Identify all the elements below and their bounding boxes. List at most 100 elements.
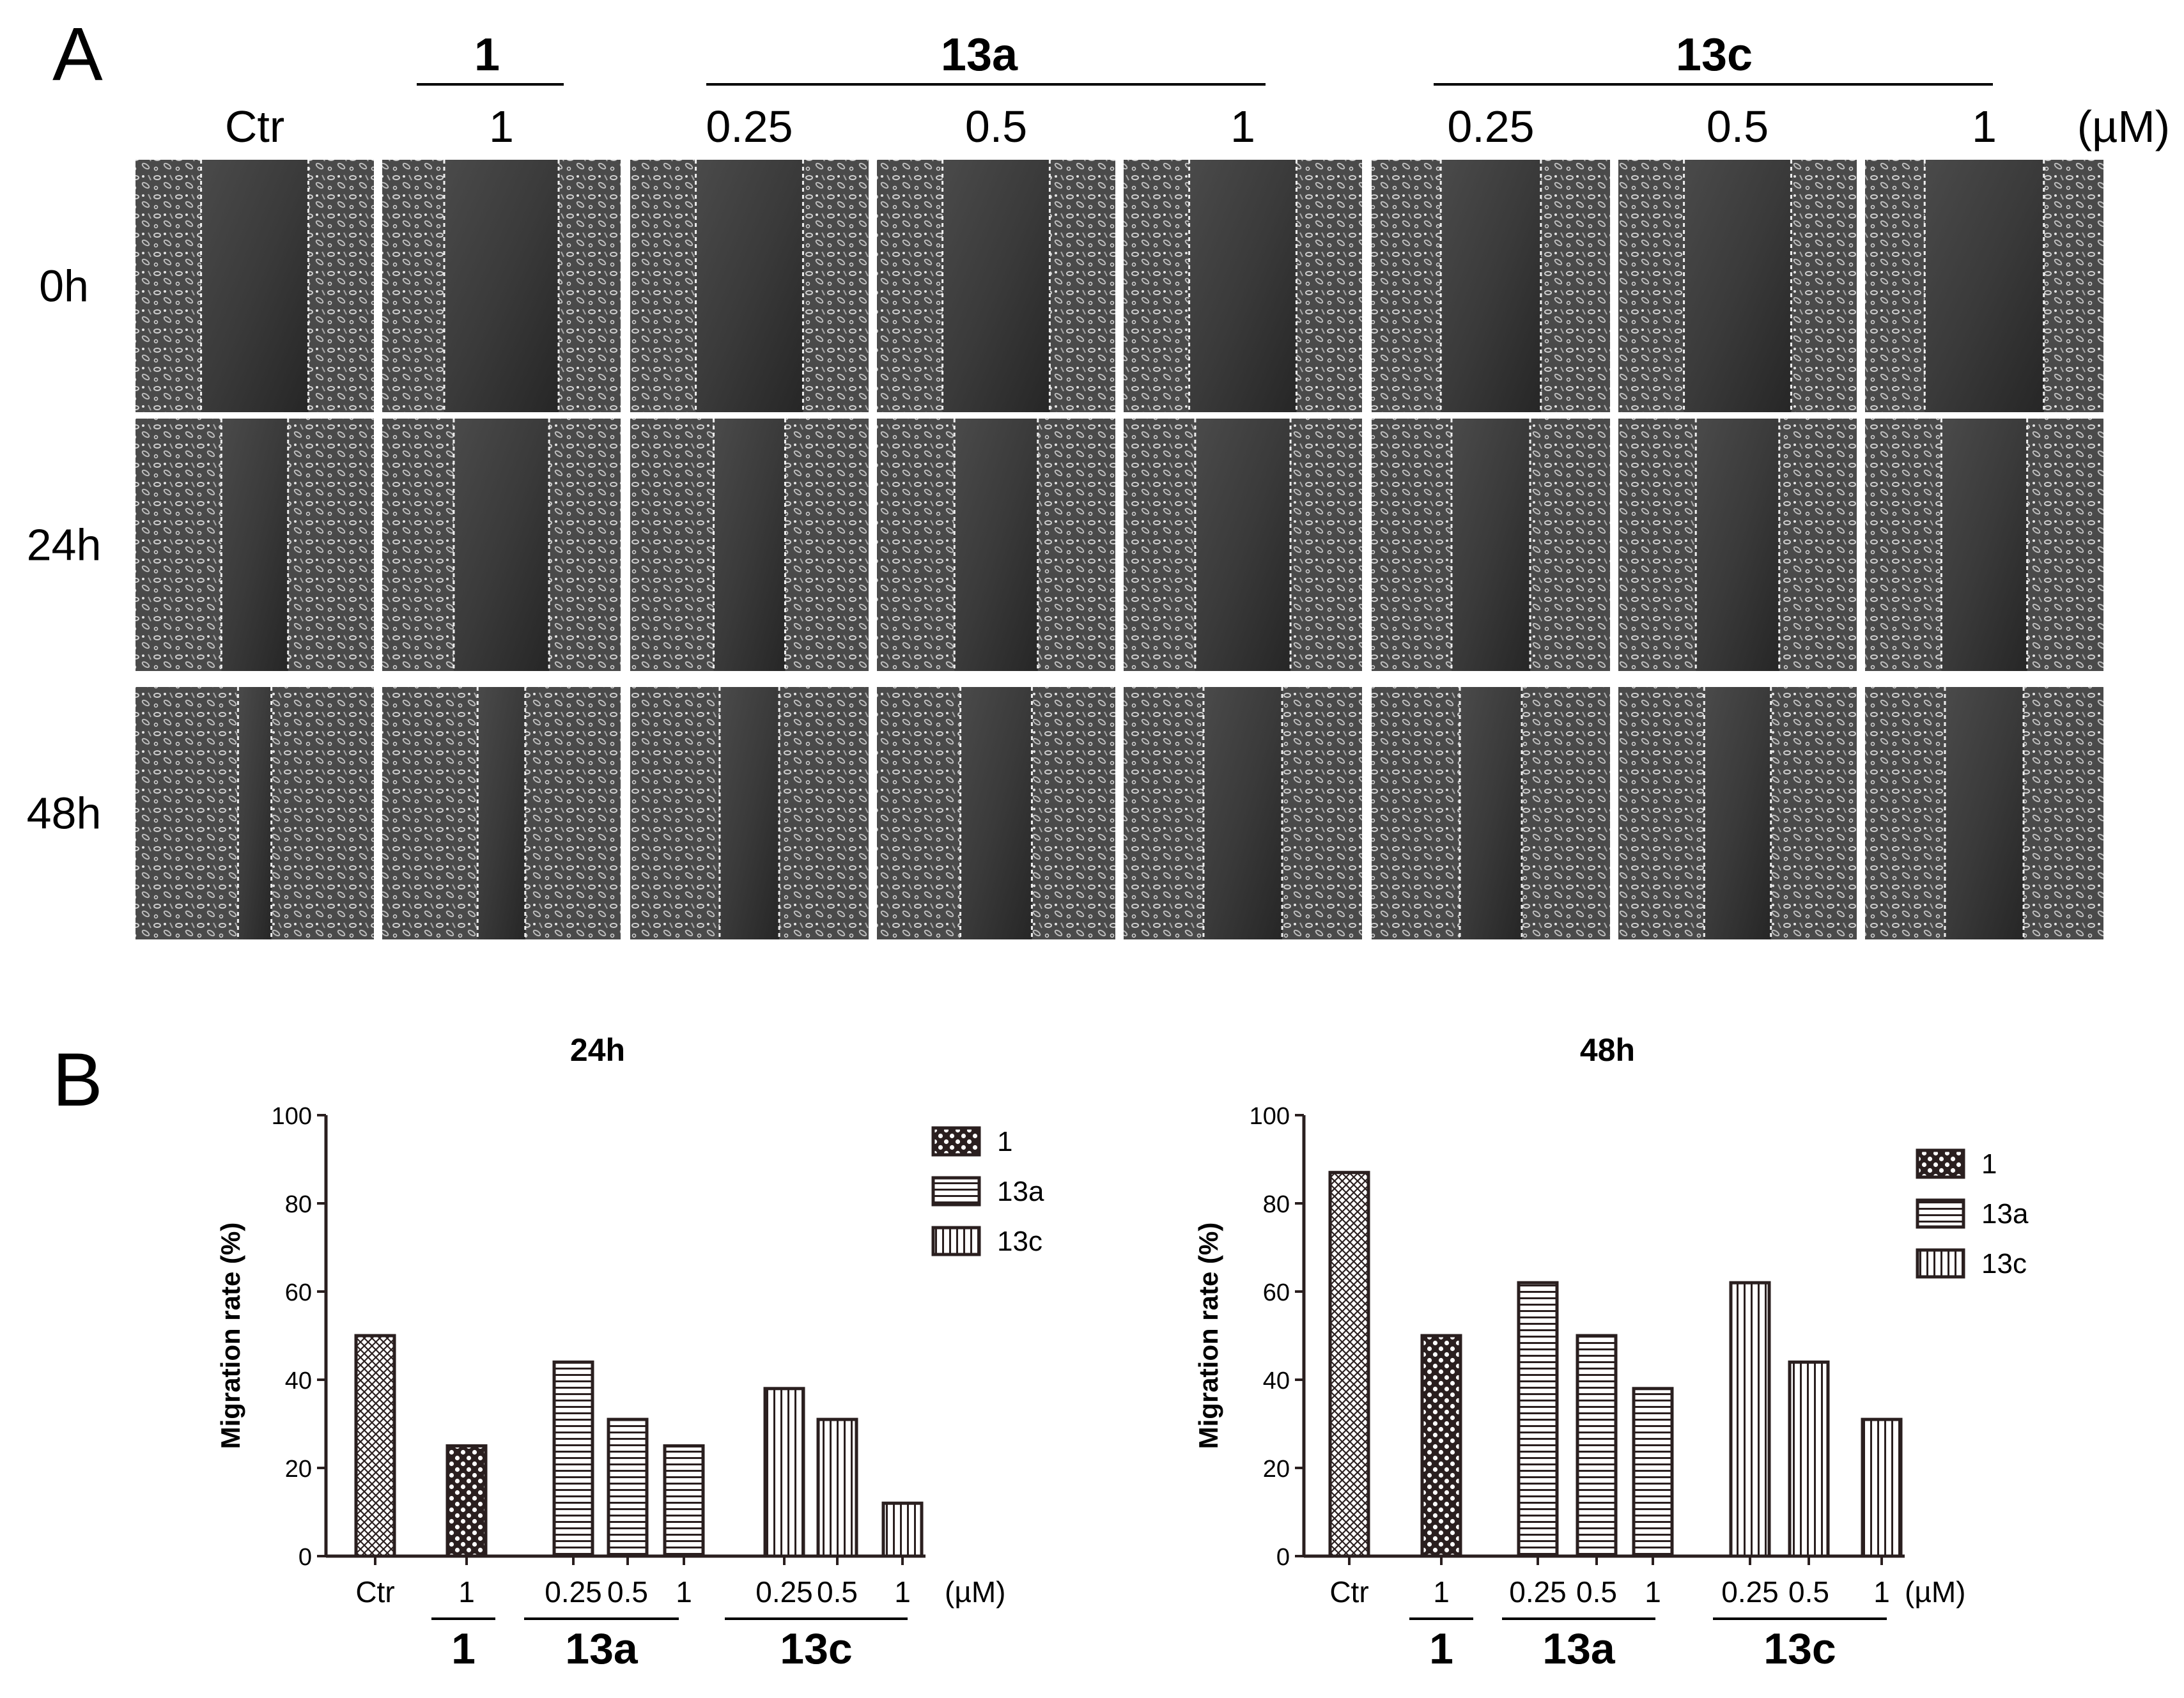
chart-48h: 48h 0 20 40 60 80 100 Migration rate (%) Ctr 1 0.2…: [1193, 1032, 2029, 1673]
y-tick-label: 100: [1250, 1103, 1290, 1130]
micrograph-tile: [877, 160, 1115, 412]
y-tick-label: 20: [285, 1456, 312, 1483]
micrograph-tile: [1865, 160, 2103, 412]
bar: [1420, 1334, 1462, 1558]
group-label: 13a: [1542, 1625, 1616, 1673]
wound-gap: [713, 419, 786, 671]
group-label-13a: 13a: [941, 29, 1018, 81]
chart-title: 24h: [570, 1032, 625, 1068]
bar: [663, 1444, 705, 1558]
group-label: 1: [451, 1625, 476, 1673]
x-unit-label: (µM): [945, 1575, 1005, 1609]
legend-swatch: [1916, 1148, 1965, 1179]
y-tick-label: 80: [285, 1191, 312, 1218]
micrograph-tile: [1372, 687, 1610, 939]
bar: [1576, 1334, 1618, 1558]
column-label: 0.5: [965, 102, 1027, 151]
micrograph-tile: [382, 687, 621, 939]
bar: [1517, 1281, 1559, 1558]
legend-swatch: [931, 1226, 981, 1256]
bar: [763, 1387, 805, 1558]
x-tick-label: 0.5: [1576, 1575, 1617, 1609]
micrograph-tile: [1124, 687, 1362, 939]
bar: [354, 1334, 396, 1558]
x-tick-label: 0.25: [545, 1575, 602, 1609]
legend-label: 13a: [997, 1176, 1044, 1207]
panel-b-letter: B: [52, 1038, 103, 1122]
legend-label: 13a: [1981, 1198, 2029, 1230]
column-label: 1: [1972, 102, 1997, 151]
bar: [1632, 1387, 1674, 1558]
column-label: 0.25: [706, 102, 793, 151]
legend-swatch: [931, 1126, 981, 1157]
wound-gap: [453, 419, 550, 671]
wound-gap: [942, 160, 1050, 412]
wound-gap: [444, 160, 559, 412]
panel-a-letter: A: [52, 12, 103, 96]
bar: [881, 1501, 924, 1558]
x-tick-label: Ctr: [1329, 1575, 1368, 1609]
x-tick-label: Ctr: [355, 1575, 394, 1609]
y-tick-label: 0: [1276, 1544, 1290, 1571]
x-tick-label: 0.5: [607, 1575, 648, 1609]
legend-swatch: [1916, 1198, 1965, 1229]
bar: [816, 1417, 858, 1558]
wound-gap: [238, 687, 272, 939]
micrograph-tile: [1372, 160, 1610, 412]
group-label: 13c: [1763, 1625, 1836, 1673]
x-tick-label: 0.5: [1788, 1575, 1829, 1609]
wound-gap: [1684, 160, 1792, 412]
wound-gap: [1460, 687, 1522, 939]
wound-gap: [695, 160, 803, 412]
legend-swatch: [931, 1176, 981, 1207]
micrograph-tile: [136, 687, 374, 939]
y-tick-label: 100: [272, 1103, 312, 1130]
unit-label: (µM): [2077, 102, 2170, 151]
y-tick-label: 40: [1263, 1368, 1290, 1394]
wound-gap: [960, 687, 1032, 939]
group-label-13c: 13c: [1676, 29, 1753, 81]
micrograph-tile: [1124, 160, 1362, 412]
micrograph-tile: [136, 419, 374, 671]
bar: [1861, 1417, 1903, 1558]
x-tick-label: 1: [1873, 1575, 1890, 1609]
group-label: 1: [1429, 1625, 1453, 1673]
micrograph-tile: [630, 419, 869, 671]
bar: [607, 1417, 649, 1558]
y-axis-label: Migration rate (%): [1193, 1223, 1223, 1449]
bar: [1729, 1281, 1771, 1558]
column-label: Ctr: [225, 102, 284, 151]
column-labels: Ctr 1 0.25 0.5 1 0.25 0.5 1: [225, 102, 1997, 151]
column-label: 1: [1230, 102, 1255, 151]
legend-label: 13c: [997, 1226, 1042, 1257]
x-tick-label: 1: [1433, 1575, 1450, 1609]
group-label: 13c: [780, 1625, 852, 1673]
micrograph-tile: [630, 160, 869, 412]
wound-gap: [1203, 687, 1283, 939]
micrograph-tile: [1372, 419, 1610, 671]
x-tick-label: 1: [1645, 1575, 1661, 1609]
bar: [1788, 1360, 1830, 1558]
wound-gap: [477, 687, 525, 939]
legend-label: 13c: [1981, 1248, 2027, 1279]
x-tick-label: 1: [458, 1575, 475, 1609]
x-tick-label: 1: [894, 1575, 911, 1609]
micrograph-tile: [1124, 419, 1362, 671]
wound-gap: [1704, 687, 1771, 939]
y-tick-label: 80: [1263, 1191, 1290, 1218]
column-label: 1: [489, 102, 514, 151]
group-header-13a: 13a: [706, 29, 1266, 86]
y-tick-label: 60: [285, 1279, 312, 1306]
micrograph-tile: [877, 419, 1115, 671]
legend-label: 1: [1981, 1148, 1997, 1180]
micrograph-tile: [1618, 419, 1857, 671]
micrograph-tile: [136, 160, 374, 412]
bar: [445, 1444, 488, 1558]
x-tick-label: 0.25: [755, 1575, 813, 1609]
y-tick-label: 20: [1263, 1456, 1290, 1483]
x-unit-label: (µM): [1905, 1575, 1965, 1609]
row-labels: 0h 24h 48h: [27, 261, 102, 838]
micrograph-tile: [1618, 687, 1857, 939]
x-tick-label: 1: [676, 1575, 692, 1609]
